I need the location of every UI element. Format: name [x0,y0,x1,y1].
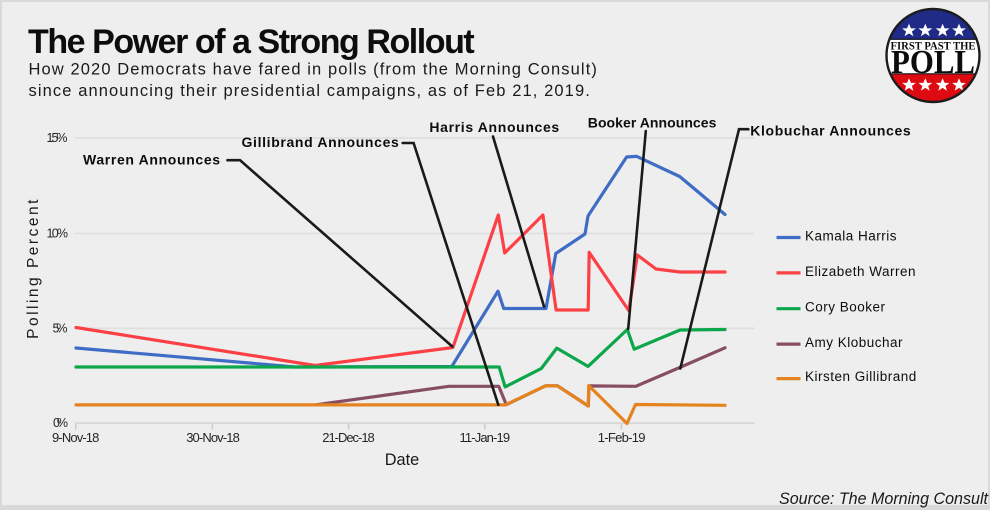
svg-text:Cory Booker: Cory Booker [805,300,886,315]
svg-text:Elizabeth Warren: Elizabeth Warren [805,264,916,279]
svg-text:0%: 0% [53,416,68,430]
svg-text:Amy Klobuchar: Amy Klobuchar [805,335,903,350]
svg-text:Harris Announces: Harris Announces [429,119,559,135]
svg-text:FIRST PAST THE: FIRST PAST THE [891,38,976,52]
svg-text:POLL: POLL [891,44,975,81]
svg-text:1-Feb-19: 1-Feb-19 [598,430,646,445]
svg-text:21-Dec-18: 21-Dec-18 [322,430,375,445]
svg-text:5%: 5% [53,321,68,335]
svg-text:How 2020 Democrats have fared: How 2020 Democrats have fared in polls (… [29,61,598,79]
svg-text:10%: 10% [47,227,69,241]
svg-text:Polling Percent: Polling Percent [25,197,42,339]
svg-text:since announcing their preside: since announcing their presidential camp… [29,82,591,100]
svg-text:Kirsten Gillibrand: Kirsten Gillibrand [805,369,917,384]
svg-text:9-Nov-18: 9-Nov-18 [52,430,99,445]
svg-text:Date: Date [385,451,420,469]
svg-text:Gillibrand Announces: Gillibrand Announces [242,134,400,150]
svg-text:15%: 15% [47,131,68,145]
svg-text:11-Jan-19: 11-Jan-19 [460,430,511,445]
svg-text:Kamala Harris: Kamala Harris [805,229,897,244]
svg-text:30-Nov-18: 30-Nov-18 [186,430,240,445]
svg-text:The Power of a Strong Rollout: The Power of a Strong Rollout [28,23,474,61]
svg-text:Booker Announces: Booker Announces [588,115,717,131]
svg-text:Klobuchar Announces: Klobuchar Announces [750,122,911,138]
svg-text:Warren Announces: Warren Announces [83,151,221,167]
svg-text:Source: The Morning Consult: Source: The Morning Consult [779,489,989,508]
